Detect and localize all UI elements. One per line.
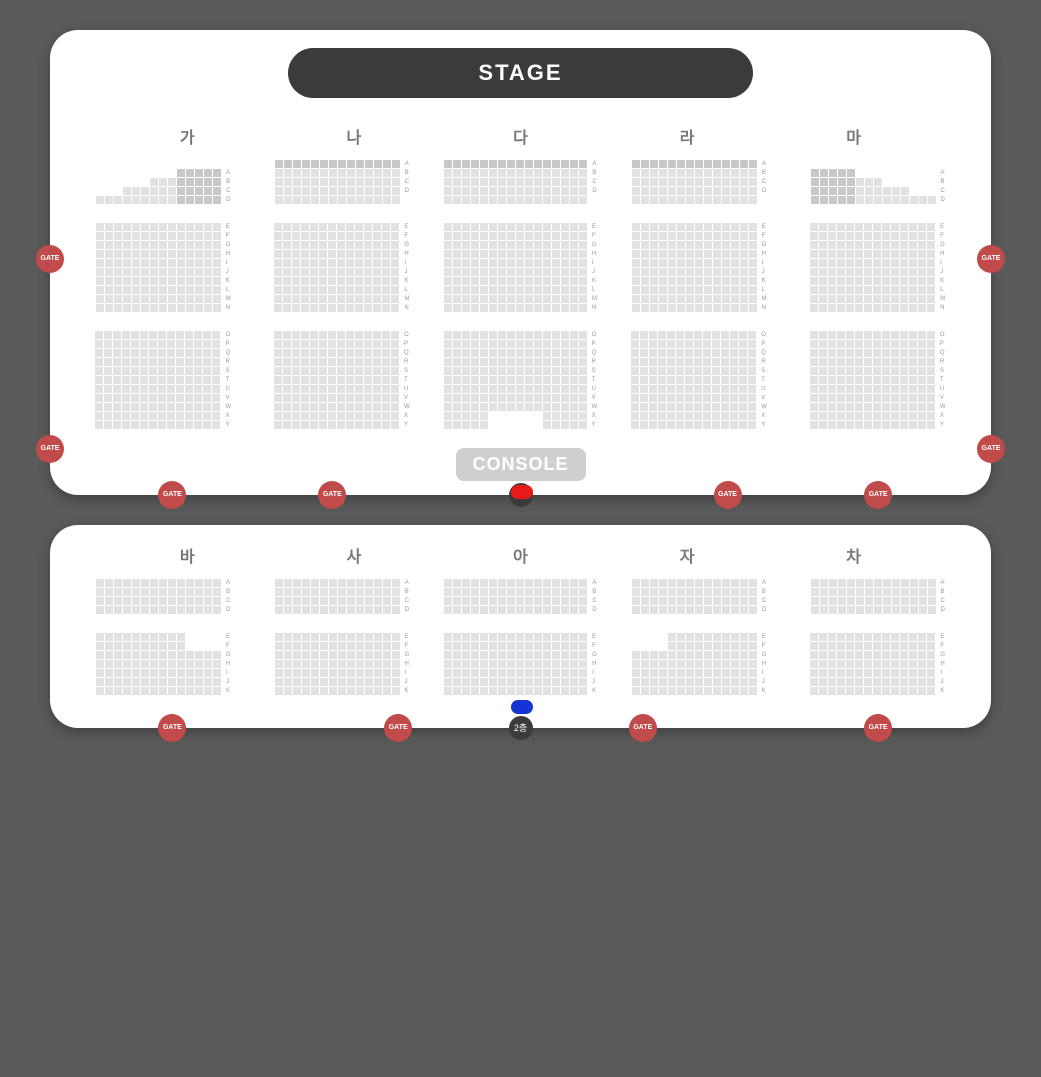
gate-badge: GATE <box>864 714 892 742</box>
seat-band-1-f2: ABCDABCDABCDABCDABCD <box>74 579 967 615</box>
floor-2: 바사아자차 ABCDABCDABCDABCDABCD EFGHIJKEFGHIJ… <box>50 525 991 728</box>
section-label: 나 <box>271 124 438 148</box>
gate-badge: GATE <box>158 714 186 742</box>
gate-badge: GATE <box>36 245 64 273</box>
floor-1: STAGE 가나다라마 ABCDABCDABCDABCDABCD EFGHIJK… <box>50 30 991 495</box>
seat-band-2-f2: EFGHIJKEFGHIJKEFGHIJKEFGHIJKEFGHIJK <box>74 633 967 696</box>
gate-badge: GATE <box>977 245 1005 273</box>
gate-badge: GATE <box>977 435 1005 463</box>
gate-badge: GATE <box>158 481 186 509</box>
section-label: 바 <box>104 543 271 567</box>
section-label: 마 <box>770 124 937 148</box>
section-label: 아 <box>437 543 604 567</box>
section-labels-floor2: 바사아자차 <box>74 543 967 567</box>
floor-2-badge: 2층 <box>509 716 533 740</box>
gate-badge: GATE <box>714 481 742 509</box>
seat-band-2: EFGHIJKLMNEFGHIJKLMNEFGHIJKLMNEFGHIJKLMN… <box>74 223 967 313</box>
section-label: 라 <box>604 124 771 148</box>
gate-badge: GATE <box>318 481 346 509</box>
section-label: 사 <box>271 543 438 567</box>
section-labels-floor1: 가나다라마 <box>74 124 967 148</box>
gate-badge: GATE <box>36 435 64 463</box>
section-label: 다 <box>437 124 604 148</box>
section-label: 자 <box>604 543 771 567</box>
stage-label: STAGE <box>288 48 752 98</box>
section-label: 차 <box>770 543 937 567</box>
gate-badge: GATE <box>864 481 892 509</box>
seat-band-3: OPQRSTUVWXYOPQRSTUVWXYOPQRSTUVWXYOPQRSTU… <box>74 331 967 430</box>
section-label: 가 <box>104 124 271 148</box>
seat-band-1: ABCDABCDABCDABCDABCD <box>74 160 967 205</box>
gate-badge: GATE <box>384 714 412 742</box>
selection-marker-red <box>511 485 533 499</box>
selection-marker-blue <box>511 700 533 714</box>
gate-badge: GATE <box>629 714 657 742</box>
console-label: CONSOLE <box>456 448 586 481</box>
